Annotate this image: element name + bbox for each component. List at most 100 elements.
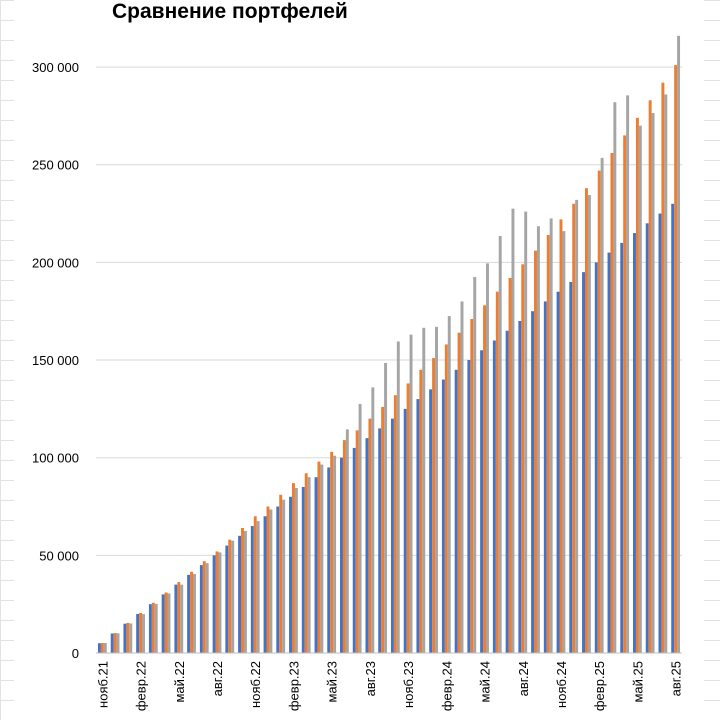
y-tick-label: 0: [72, 646, 79, 661]
bar: [202, 561, 206, 653]
bar: [256, 521, 260, 653]
bar: [320, 464, 324, 653]
bar: [534, 250, 537, 653]
bar: [390, 418, 394, 654]
bar: [126, 622, 130, 653]
bar: [180, 584, 184, 653]
bar: [651, 112, 655, 653]
y-tick-label: 200 000: [32, 255, 79, 270]
bar: [317, 461, 321, 653]
bar: [279, 494, 283, 653]
bar: [301, 486, 305, 653]
bar: [164, 592, 168, 653]
bar: [378, 428, 382, 653]
bar: [633, 233, 636, 653]
bar: [368, 418, 372, 654]
x-tick-label: май.24: [478, 661, 493, 703]
bar: [205, 563, 209, 653]
bar: [352, 447, 356, 653]
bar: [531, 311, 535, 653]
bar: [569, 281, 573, 653]
bar: [314, 477, 318, 653]
bar: [151, 602, 155, 653]
bar: [371, 387, 375, 654]
x-tick-label: май.22: [172, 661, 187, 703]
bar: [645, 223, 649, 653]
bar: [403, 408, 407, 653]
bar: [307, 477, 311, 653]
bar: [575, 199, 579, 654]
bar: [269, 509, 273, 653]
bar: [212, 555, 216, 653]
bar: [549, 218, 553, 653]
bar: [113, 633, 117, 653]
bar: [498, 236, 502, 653]
x-tick-label: авг.24: [516, 661, 531, 696]
bar: [393, 395, 397, 653]
bar: [161, 594, 165, 653]
bar: [218, 552, 222, 653]
bar: [294, 487, 298, 653]
bar: [467, 360, 471, 653]
y-tick-label: 250 000: [32, 158, 79, 173]
bar: [447, 316, 451, 653]
bar: [495, 291, 499, 653]
bar: [266, 506, 270, 653]
bar: [582, 272, 585, 653]
bar: [674, 65, 678, 654]
bar: [167, 593, 171, 653]
bar: [661, 82, 665, 653]
x-tick-label: нояб.24: [554, 661, 569, 708]
x-tick-label: май.23: [325, 661, 340, 703]
bar: [142, 614, 145, 653]
bar: [238, 535, 242, 653]
bar: [330, 451, 334, 653]
bar: [480, 350, 484, 653]
bar: [610, 153, 614, 653]
bar: [139, 612, 143, 653]
x-tick-label: нояб.23: [401, 661, 416, 708]
y-tick-label: 150 000: [32, 353, 79, 368]
bar: [457, 332, 461, 653]
bar: [123, 623, 127, 653]
bar: [454, 369, 458, 653]
bar: [600, 157, 604, 653]
bar: [116, 633, 120, 653]
bar: [492, 340, 496, 653]
y-tick-label: 300 000: [32, 60, 79, 75]
bar: [597, 170, 601, 653]
bar: [406, 383, 410, 653]
bar: [460, 301, 464, 653]
bar: [340, 457, 343, 653]
bar: [193, 573, 196, 653]
bar: [419, 369, 423, 653]
bar: [648, 100, 652, 653]
x-tick-label: май.25: [630, 661, 645, 703]
bar: [524, 211, 528, 653]
bar: [253, 516, 257, 653]
bar: [187, 574, 191, 654]
bar: [199, 565, 203, 653]
x-tick-label: февр.24: [439, 661, 454, 711]
bar: [231, 540, 235, 653]
bar: [470, 319, 474, 653]
bar: [282, 499, 286, 653]
bar: [536, 226, 540, 654]
bar: [97, 643, 101, 653]
bar: [365, 438, 369, 653]
bar: [276, 506, 280, 653]
bar: [333, 455, 337, 653]
bar: [409, 334, 413, 653]
bar: [635, 117, 639, 654]
bar: [129, 623, 133, 653]
bar: [136, 613, 140, 653]
bar: [103, 643, 107, 653]
bar: [148, 604, 152, 653]
bar: [626, 95, 630, 653]
bar: [225, 545, 229, 653]
bar: [289, 496, 292, 653]
x-tick-label: февр.25: [592, 661, 607, 711]
bar: [358, 403, 362, 653]
bar: [110, 633, 114, 653]
y-tick-label: 100 000: [32, 451, 79, 466]
